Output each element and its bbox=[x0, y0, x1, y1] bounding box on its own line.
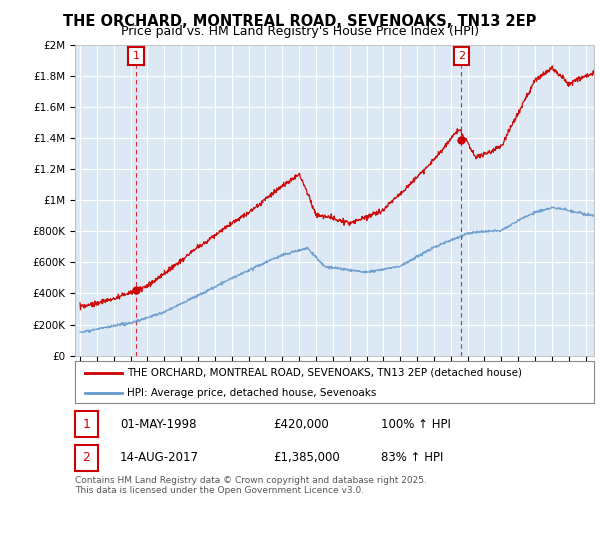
Text: 2: 2 bbox=[458, 50, 465, 60]
Text: THE ORCHARD, MONTREAL ROAD, SEVENOAKS, TN13 2EP: THE ORCHARD, MONTREAL ROAD, SEVENOAKS, T… bbox=[64, 14, 536, 29]
Text: Price paid vs. HM Land Registry's House Price Index (HPI): Price paid vs. HM Land Registry's House … bbox=[121, 25, 479, 38]
Text: Contains HM Land Registry data © Crown copyright and database right 2025.
This d: Contains HM Land Registry data © Crown c… bbox=[75, 476, 427, 496]
Text: 83% ↑ HPI: 83% ↑ HPI bbox=[381, 451, 443, 464]
Text: 100% ↑ HPI: 100% ↑ HPI bbox=[381, 418, 451, 431]
Text: 14-AUG-2017: 14-AUG-2017 bbox=[120, 451, 199, 464]
Text: £1,385,000: £1,385,000 bbox=[273, 451, 340, 464]
Text: 1: 1 bbox=[82, 418, 91, 431]
Text: 1: 1 bbox=[133, 50, 140, 60]
Text: 2: 2 bbox=[82, 451, 91, 464]
Text: 01-MAY-1998: 01-MAY-1998 bbox=[120, 418, 197, 431]
Text: HPI: Average price, detached house, Sevenoaks: HPI: Average price, detached house, Seve… bbox=[127, 388, 376, 398]
Text: THE ORCHARD, MONTREAL ROAD, SEVENOAKS, TN13 2EP (detached house): THE ORCHARD, MONTREAL ROAD, SEVENOAKS, T… bbox=[127, 368, 522, 378]
Text: £420,000: £420,000 bbox=[273, 418, 329, 431]
